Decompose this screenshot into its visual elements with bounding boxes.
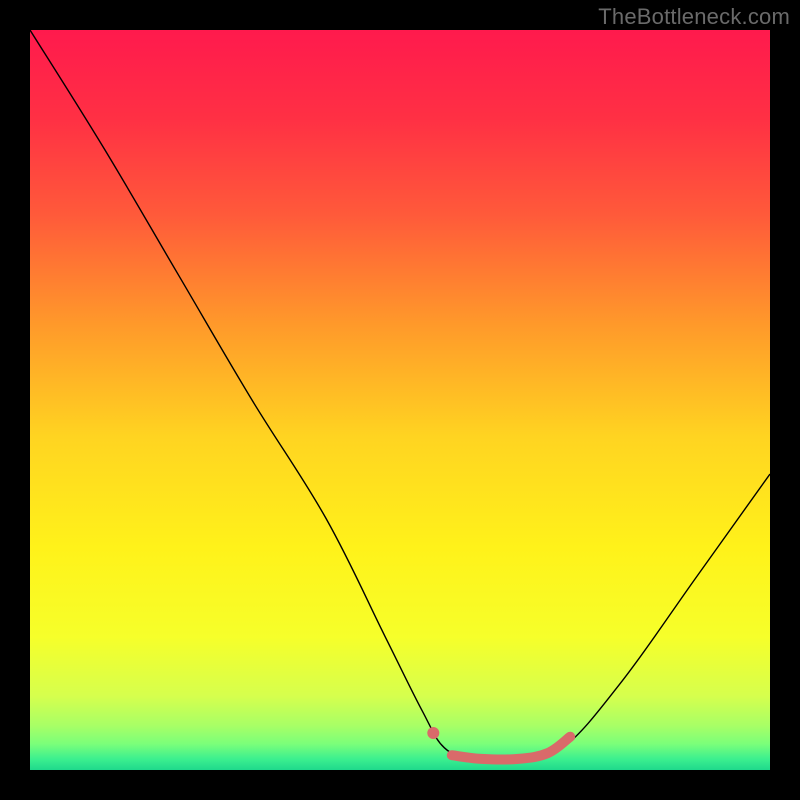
bottleneck-chart xyxy=(0,0,800,800)
gradient-background xyxy=(30,30,770,770)
bottleneck-highlight-dot xyxy=(427,727,439,739)
chart-stage: TheBottleneck.com xyxy=(0,0,800,800)
watermark-text: TheBottleneck.com xyxy=(598,4,790,30)
